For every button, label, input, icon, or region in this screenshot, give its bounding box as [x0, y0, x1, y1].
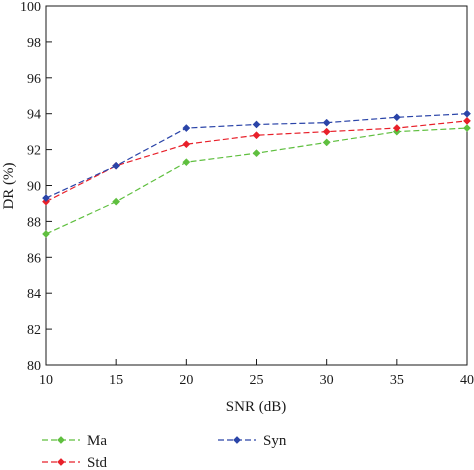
y-tick-label: 94: [27, 108, 41, 123]
x-tick-label: 40: [460, 373, 474, 388]
x-axis-title: SNR (dB): [226, 399, 286, 415]
legend: Ma Std Syn: [42, 433, 287, 470]
y-tick-label: 100: [20, 0, 41, 15]
y-tick-label: 80: [27, 359, 41, 374]
y-tick-label: 92: [27, 144, 41, 159]
series-syn: [42, 109, 471, 203]
series-std: [42, 116, 471, 206]
x-tick-label: 30: [320, 373, 334, 388]
data-point-std: [322, 127, 331, 136]
legend-label-ma: Ma: [87, 433, 107, 449]
legend-marker-ma: [57, 436, 65, 444]
data-point-syn: [112, 161, 121, 170]
data-point-syn: [463, 109, 471, 118]
legend-marker-std: [57, 458, 65, 466]
data-point-syn: [182, 124, 191, 133]
y-tick-label: 98: [27, 36, 41, 51]
y-tick-label: 86: [27, 251, 41, 266]
legend-item-std: Std: [42, 455, 108, 470]
series-layer: [42, 109, 471, 238]
data-point-syn: [42, 194, 50, 203]
legend-item-ma: Ma: [42, 433, 107, 449]
data-point-std: [182, 140, 191, 149]
data-point-ma: [182, 158, 191, 167]
data-point-syn: [392, 113, 401, 122]
data-point-ma: [463, 124, 471, 133]
data-point-std: [392, 124, 401, 133]
data-point-syn: [322, 118, 331, 127]
x-axis: 10 15 20 25 30 35 40: [39, 359, 474, 388]
x-tick-label: 10: [39, 373, 53, 388]
y-axis: 80 82 84 86 88 90 92 94 96 98 100: [20, 0, 52, 374]
data-point-syn: [252, 120, 261, 129]
data-point-ma: [42, 230, 50, 238]
plot-frame: [45, 5, 468, 366]
y-tick-label: 82: [27, 323, 41, 338]
y-tick-label: 90: [27, 180, 41, 195]
legend-label-syn: Syn: [263, 433, 287, 449]
x-tick-label: 35: [390, 373, 404, 388]
y-axis-title: DR (%): [1, 162, 17, 209]
data-point-ma: [252, 149, 261, 158]
x-tick-label: 20: [179, 373, 193, 388]
series-ma: [42, 124, 471, 238]
legend-item-syn: Syn: [218, 433, 287, 449]
series-line-ma: [45, 127, 468, 235]
y-tick-label: 88: [27, 215, 41, 230]
data-point-ma: [322, 138, 331, 147]
y-tick-label: 96: [27, 72, 41, 87]
x-tick-label: 25: [250, 373, 264, 388]
x-tick-label: 15: [109, 373, 123, 388]
legend-label-std: Std: [87, 455, 108, 470]
data-point-std: [463, 116, 471, 125]
data-point-std: [252, 131, 261, 140]
legend-marker-syn: [233, 436, 241, 444]
y-tick-label: 84: [27, 287, 41, 302]
data-point-ma: [112, 197, 121, 206]
